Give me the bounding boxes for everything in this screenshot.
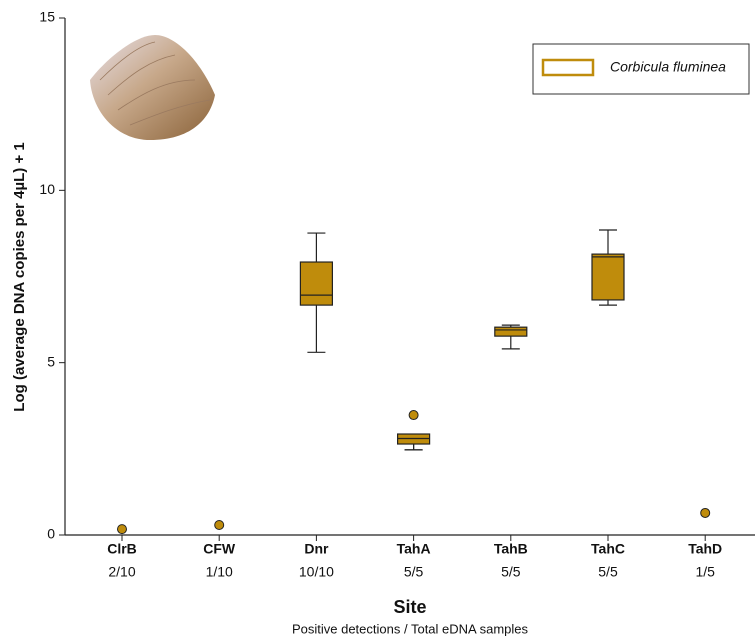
legend-label: Corbicula fluminea — [610, 59, 726, 75]
x-tick-label: TahB — [494, 541, 528, 557]
x-tick-label: ClrB — [107, 541, 137, 557]
box — [592, 254, 624, 300]
x-tick-sublabel: 1/10 — [206, 564, 233, 580]
x-tick-label: TahD — [688, 541, 722, 557]
x-tick-sublabel: 2/10 — [108, 564, 135, 580]
x-tick-sublabel: 10/10 — [299, 564, 334, 580]
x-tick-sublabel: 1/5 — [695, 564, 715, 580]
chart: Log (average DNA copies per 4µL) + 1 Sit… — [0, 0, 755, 638]
x-tick-label: TahA — [397, 541, 431, 557]
x-tick-label: Dnr — [304, 541, 329, 557]
x-tick-sublabel: 5/5 — [598, 564, 618, 580]
x-axis-subtitle: Positive detections / Total eDNA samples — [292, 621, 529, 636]
box — [300, 262, 332, 305]
box — [495, 327, 527, 336]
y-tick-label: 15 — [39, 9, 55, 25]
point — [701, 508, 710, 517]
y-tick-label: 5 — [47, 353, 55, 369]
point — [409, 411, 418, 420]
x-tick-sublabel: 5/5 — [501, 564, 521, 580]
y-tick-label: 10 — [39, 181, 55, 197]
point — [118, 525, 127, 534]
y-axis-title: Log (average DNA copies per 4µL) + 1 — [11, 142, 28, 411]
point — [215, 521, 224, 530]
x-tick-label: TahC — [591, 541, 625, 557]
y-tick-label: 0 — [47, 526, 55, 542]
shell-icon — [90, 35, 215, 140]
x-tick-label: CFW — [203, 541, 236, 557]
x-tick-sublabel: 5/5 — [404, 564, 424, 580]
x-axis-title: Site — [393, 597, 426, 617]
